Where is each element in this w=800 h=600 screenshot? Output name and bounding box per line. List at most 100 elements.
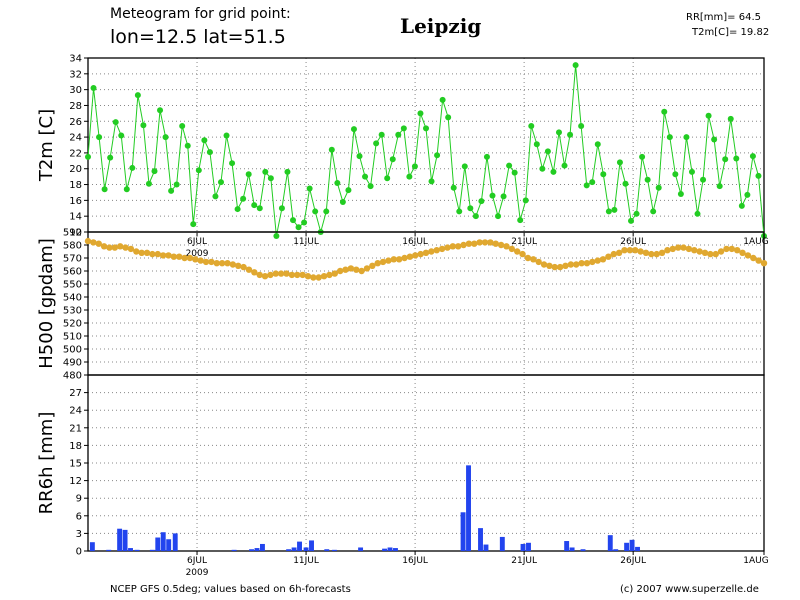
t2m-point [677,191,684,198]
h500-point [218,260,226,267]
rr6h-bar [569,547,575,551]
panel-frame [87,374,765,552]
h500-point [159,252,167,259]
t2m-point [700,176,707,183]
t2m-point [672,171,679,178]
h500-point [760,260,768,267]
h500-point [433,247,440,254]
h500-point [181,254,188,262]
h500-point [369,262,376,269]
t2m-point [539,165,546,172]
t2m-point [445,114,452,121]
h500-point [294,271,301,279]
h500-point [674,244,682,251]
t2m-point [478,198,485,205]
rr6h-bar [149,549,155,551]
rr6h-bar [483,544,489,551]
y-tick-label: 9 [76,494,82,505]
h500-point [514,248,521,255]
t2m-point [572,62,579,69]
h500-point [487,239,494,246]
t2m-point [522,197,529,204]
t2m-point [605,208,612,215]
h500-point [304,273,312,280]
t2m-point [96,134,103,141]
h500-point [454,243,462,250]
h500-point [245,266,253,273]
rr6h-bar [291,547,297,551]
h500-point [701,249,709,256]
t2m-point [334,179,341,186]
rr6h-bar [259,543,265,551]
y-tick-label: 0 [76,547,82,558]
h500-point [251,269,258,276]
h500-point [428,248,435,255]
t2m-point [107,154,114,161]
h500-point [106,244,113,251]
h500-point [621,247,628,254]
t2m-point [406,173,413,180]
h500-point [127,245,135,253]
x-tick-label: 1AUG [743,556,768,566]
t2m-point [201,137,208,144]
h500-point [755,257,762,264]
rr6h-bar [160,532,166,551]
t2m-point [323,208,330,215]
t2m-point [90,85,97,92]
t2m-point [666,134,673,141]
h500-point [100,243,108,250]
t2m-point [173,181,180,188]
y-tick-label: 18 [69,180,82,191]
h500-point [540,261,548,268]
t2m-point [273,232,280,239]
t2m-point [550,168,557,175]
x-tick-label: 6JUL [187,237,207,247]
y-tick-label: 16 [69,196,82,207]
h500-point [336,267,344,275]
rr6h-bar [629,539,635,551]
h500-point [165,252,172,259]
h500-point [438,245,446,253]
t2m-point [456,208,463,215]
h500-point [562,262,569,269]
h500-point [444,244,451,251]
y-axis-label: RR6h [mm] [36,412,57,515]
t2m-point [633,210,640,217]
t2m-point [195,167,202,174]
rr6h-bar [155,537,161,551]
h500-point [535,258,542,266]
h500-point [492,240,499,247]
h500-point [691,247,698,254]
h500-point [578,260,585,267]
t2m-point [229,160,236,167]
h500-point [653,250,660,258]
x-tick-label: 16JUL [402,237,428,247]
t2m-point [722,156,729,163]
h500-point [379,258,387,266]
h500-point [707,250,714,258]
y-tick-label: 27 [69,388,82,399]
y-tick-label: 560 [63,267,82,278]
t2m-point [544,148,551,155]
t2m-point [123,186,130,193]
year-label: 2009 [186,249,209,259]
y-axis-label: H500 [gpdam] [36,238,57,369]
h500-point [530,256,537,263]
h500-point [374,260,381,267]
y-tick-label: 24 [69,406,82,417]
rr6h-bar [172,533,178,551]
t2m-point [583,182,590,189]
h500-point [229,261,237,268]
t2m-point [395,131,402,138]
h500-point [712,250,719,258]
t2m-point [506,162,513,169]
h500-point [465,240,473,247]
t2m-point [251,202,258,209]
t2m-point [350,126,357,133]
y-tick-label: 520 [63,319,82,330]
x-tick-label: 1AUG [743,237,768,247]
h500-point [658,249,666,256]
mean-temperature-stat: T2m[C]= 19.82 [692,27,770,38]
t2m-point [611,206,618,213]
rr6h-bar [231,549,237,551]
